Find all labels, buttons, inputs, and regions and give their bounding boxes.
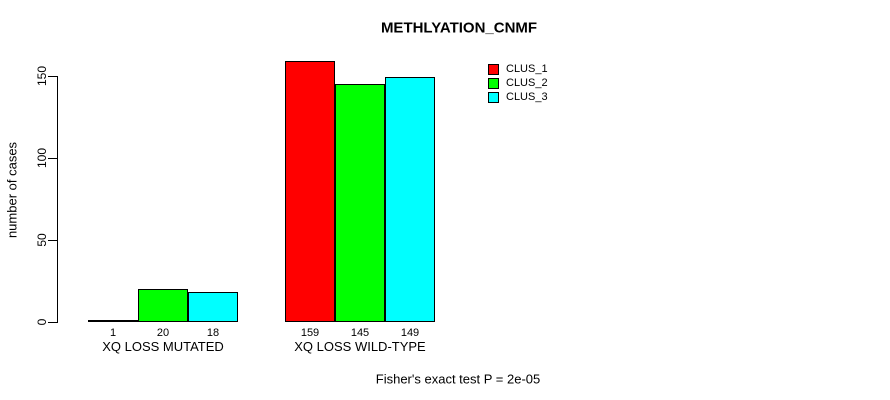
bar-clus_3-group1 [188, 292, 238, 322]
bar-value-label: 149 [400, 327, 420, 339]
y-tick-mark [48, 157, 57, 159]
y-axis-title: number of cases [4, 141, 20, 239]
legend-row: CLUS_3 [488, 90, 548, 104]
category-label: XQ LOSS MUTATED [102, 339, 224, 354]
bar-clus_3-group2 [385, 77, 435, 322]
bar-clus_1-group2 [285, 61, 335, 322]
y-tick-mark [48, 322, 57, 323]
y-tick-label: 100 [35, 147, 49, 168]
legend-row: CLUS_2 [488, 76, 548, 90]
legend-label: CLUS_2 [506, 77, 548, 89]
legend-label: CLUS_3 [506, 91, 548, 103]
bar-value-label: 18 [206, 327, 220, 339]
legend-row: CLUS_1 [488, 62, 548, 76]
legend-label: CLUS_1 [506, 63, 548, 75]
bar-clus_2-group2 [335, 84, 385, 322]
bar-value-label: 159 [300, 327, 320, 339]
y-tick-mark [48, 239, 57, 241]
annotation-text: Fisher's exact test P = 2e-05 [375, 371, 541, 387]
y-tick-label: 50 [35, 233, 49, 247]
bar-value-label: 20 [156, 327, 170, 339]
y-tick-mark [48, 75, 57, 77]
legend-swatch-icon [488, 91, 499, 103]
y-tick-label: 150 [35, 65, 49, 86]
y-axis-line [57, 75, 58, 323]
y-tick-label: 0 [35, 318, 49, 326]
legend-swatch-icon [488, 63, 499, 75]
chart-title: METHLYATION_CNMF [380, 19, 538, 37]
legend-swatch-icon [488, 77, 499, 89]
bar-value-label: 145 [350, 327, 370, 339]
bar-clus_2-group1 [138, 289, 188, 322]
bar-value-label: 1 [109, 327, 117, 339]
legend: CLUS_1 CLUS_2 CLUS_3 [488, 62, 548, 104]
category-label: XQ LOSS WILD-TYPE [294, 339, 426, 354]
bar-clus_1-group1 [88, 320, 138, 322]
